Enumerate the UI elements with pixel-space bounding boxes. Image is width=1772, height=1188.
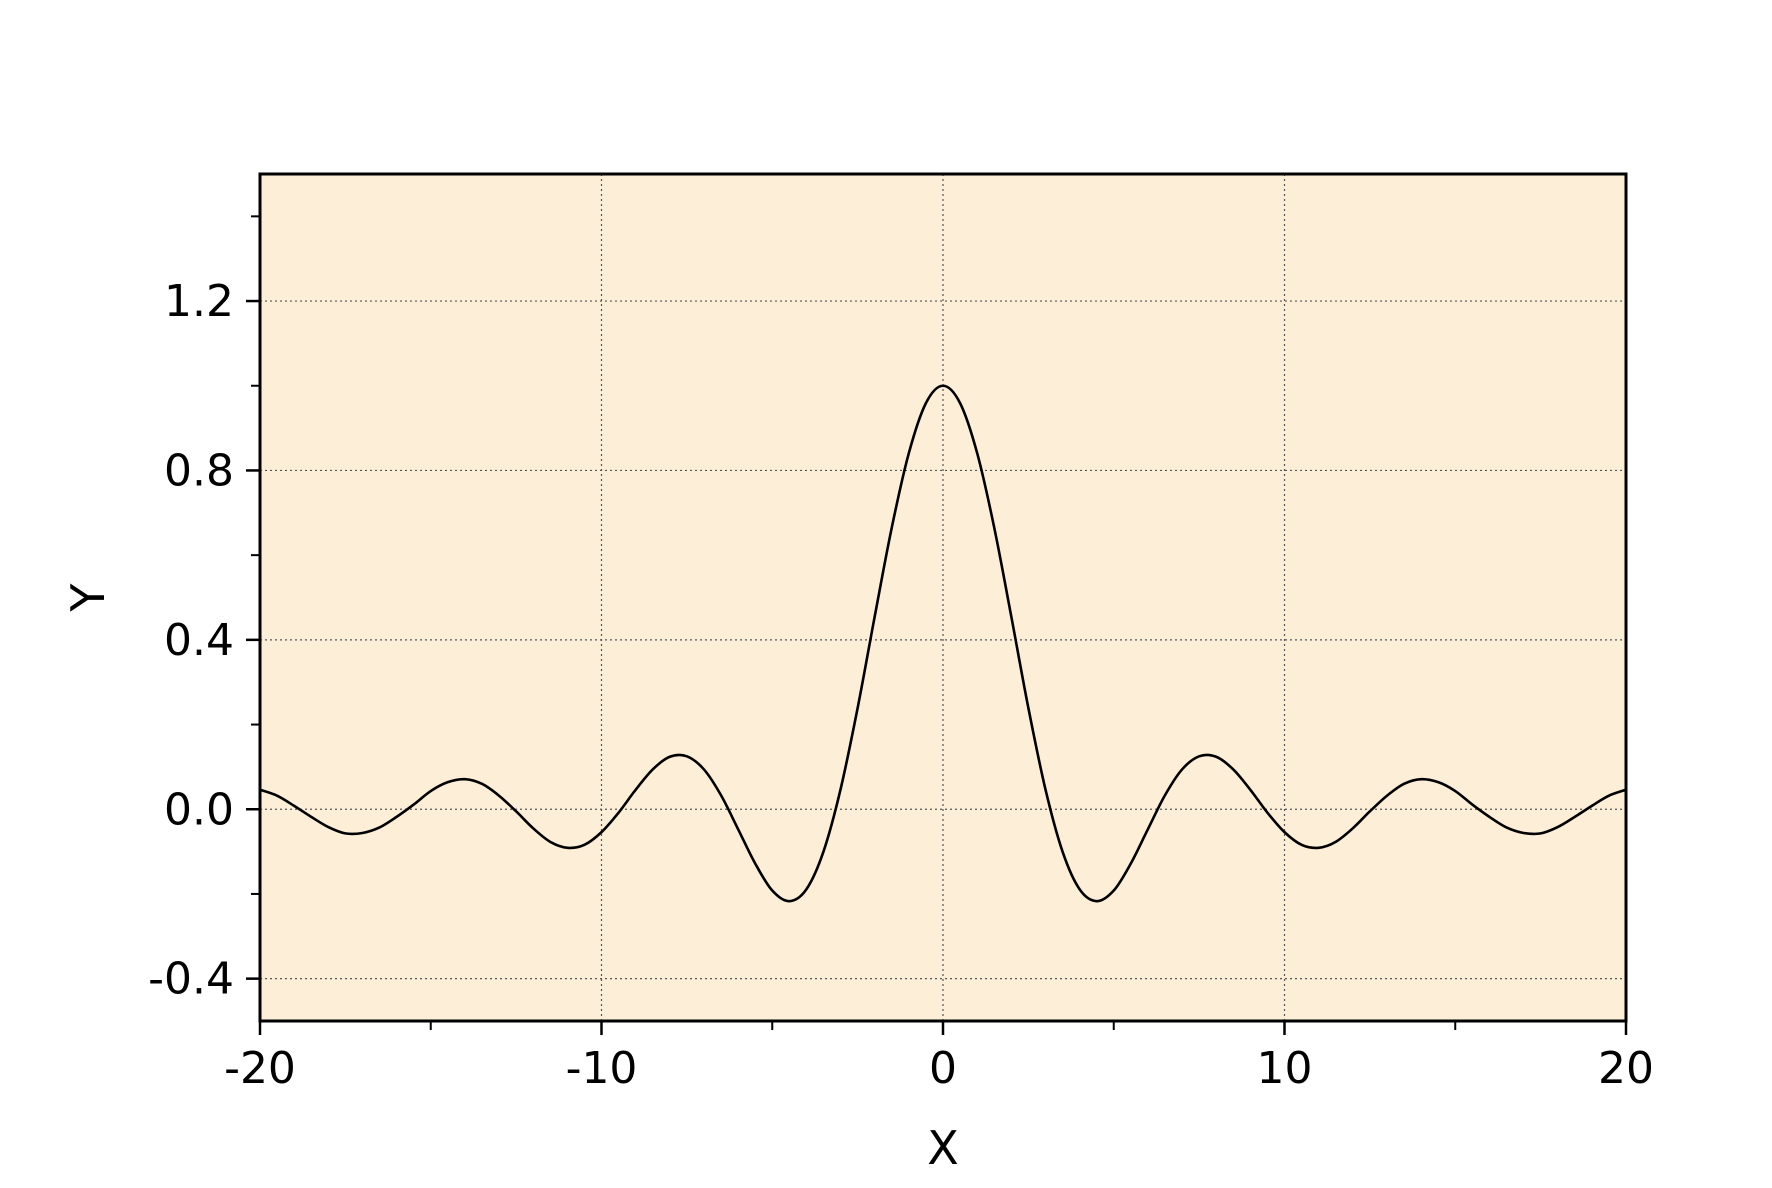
major-ticks (246, 299, 1628, 1035)
x-tick-label: 0 (929, 1043, 957, 1094)
plot-frame (258, 172, 1628, 1023)
y-tick-label: 0.0 (164, 784, 234, 835)
y-tick-label: 1.2 (164, 276, 234, 327)
x-tick-label: 10 (1257, 1043, 1313, 1094)
data-series (259, 384, 1627, 903)
x-tick-label: 20 (1598, 1043, 1654, 1094)
x-tick-label: -20 (224, 1043, 296, 1094)
x-axis-title: X (927, 1121, 959, 1175)
x-tick-label: -10 (566, 1043, 638, 1094)
grid-lines (260, 174, 1626, 1021)
y-tick-label: 0.8 (164, 445, 234, 496)
series-line (259, 384, 1627, 903)
tick-labels: -20 -10 0 10 20 -0.4 0.0 0.4 0.8 1.2 (148, 276, 1654, 1094)
y-axis-title: Y (61, 583, 115, 613)
y-tick-label: -0.4 (148, 954, 234, 1005)
y-tick-label: 0.4 (164, 615, 234, 666)
